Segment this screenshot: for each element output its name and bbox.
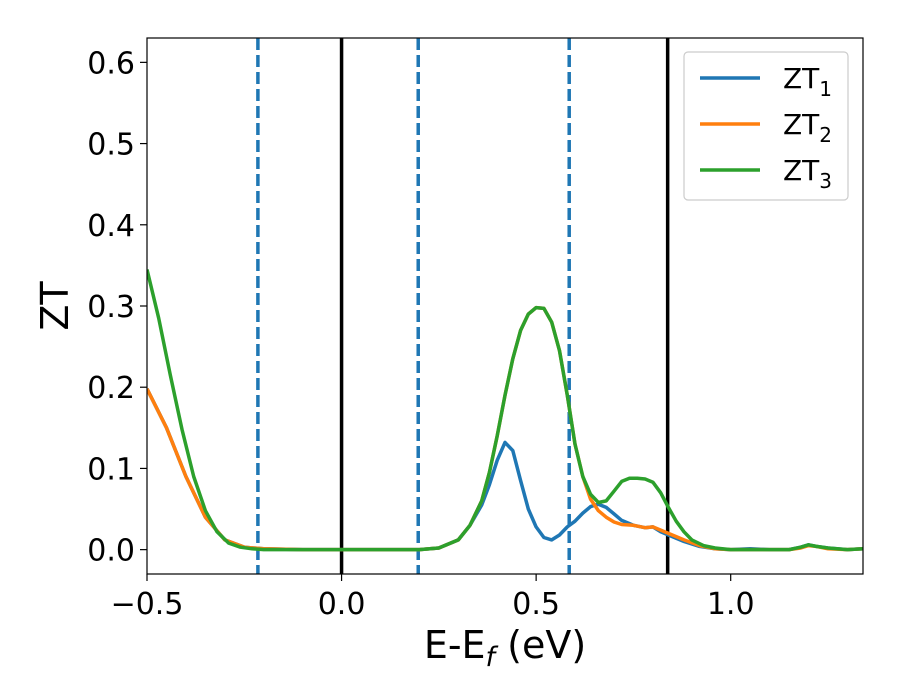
y-tick-label: 0.2 xyxy=(87,371,135,406)
x-axis-ticks: −0.5 0.0 0.5 1.0 xyxy=(111,574,755,622)
legend-label-zt1: ZT1 xyxy=(783,62,832,101)
y-tick-label: 0.3 xyxy=(87,290,135,325)
x-tick-label: 0.5 xyxy=(512,587,560,622)
y-axis-label: ZT xyxy=(33,281,77,331)
x-tick-label: 1.0 xyxy=(707,587,755,622)
y-tick-label: 0.0 xyxy=(87,534,135,569)
x-tick-label: −0.5 xyxy=(111,587,184,622)
y-tick-label: 0.1 xyxy=(87,452,135,487)
y-tick-label: 0.4 xyxy=(87,209,135,244)
y-tick-label: 0.6 xyxy=(87,46,135,81)
series-lines xyxy=(147,269,863,552)
legend-label-zt3: ZT3 xyxy=(783,154,832,193)
legend: ZT1 ZT2 ZT3 xyxy=(683,51,849,201)
legend-label-zt2: ZT2 xyxy=(783,108,832,147)
y-axis-ticks: 0.0 0.1 0.2 0.3 0.4 0.5 0.6 xyxy=(87,46,147,569)
x-tick-label: 0.0 xyxy=(318,587,366,622)
legend-frame xyxy=(683,51,849,201)
x-axis-label: E-Ef (eV) xyxy=(424,623,586,673)
y-tick-label: 0.5 xyxy=(87,128,135,163)
series-line-zt2 xyxy=(147,305,863,552)
series-line-zt3 xyxy=(147,269,863,552)
reference-lines xyxy=(256,38,670,574)
series-line-zt1 xyxy=(147,388,863,552)
